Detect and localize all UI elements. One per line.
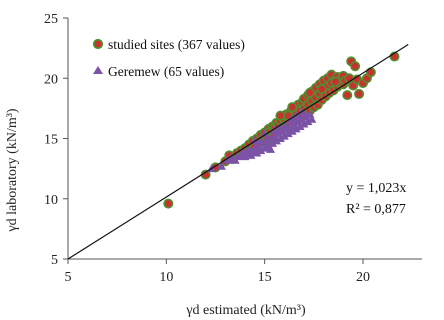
regression-equation: y = 1,023x <box>346 181 406 196</box>
geremew-point <box>256 146 266 155</box>
geremew-point <box>266 144 276 153</box>
geremew-point <box>270 125 279 134</box>
geremew-point <box>287 126 297 135</box>
axis-ticks: 5 10 15 20 5 10 15 20 25 <box>44 12 370 285</box>
legend-marker-geremew <box>93 66 103 74</box>
geremew-point <box>260 143 270 152</box>
x-tick-label: 20 <box>356 270 370 285</box>
y-tick-label: 5 <box>51 253 58 268</box>
geremew-point <box>295 121 305 130</box>
studied-site-point <box>342 90 353 101</box>
studied-site-point <box>287 102 298 113</box>
geremew-point <box>285 115 295 124</box>
geremew-point <box>303 117 313 126</box>
geremew-point <box>222 155 232 164</box>
studied-site-point <box>275 110 286 121</box>
geremew-point <box>275 123 285 132</box>
geremew-point <box>279 131 289 140</box>
y-tick-label: 10 <box>44 193 58 208</box>
x-tick-label: 10 <box>159 270 173 285</box>
y-tick-label: 20 <box>44 72 58 87</box>
x-tick-label: 5 <box>65 270 72 285</box>
data-marks <box>67 44 409 260</box>
regression-line <box>67 44 409 260</box>
geremew-point <box>299 119 309 128</box>
studied-site-point <box>316 84 327 95</box>
legend-label-geremew: Geremew (65 values) <box>108 64 224 79</box>
geremew-point <box>283 129 293 138</box>
geremew-point <box>216 161 226 170</box>
x-axis-label: γd estimated (kN/m³) <box>185 303 306 318</box>
geremew-point <box>256 136 266 145</box>
legend-marker-studied <box>92 38 104 50</box>
y-tick-label: 15 <box>44 133 58 148</box>
geremew-point <box>271 136 281 145</box>
legend: studied sites (367 values) Geremew (65 v… <box>92 37 245 79</box>
y-axis-label: γd laboratory (kN/m³) <box>5 108 20 232</box>
studied-site-point <box>163 198 174 209</box>
geremew-point <box>275 134 285 142</box>
x-tick-label: 15 <box>258 270 272 285</box>
studied-site-point <box>354 88 365 99</box>
studied-site-point <box>330 76 341 87</box>
regression-r-squared: R² = 0,877 <box>346 202 406 217</box>
plot-area <box>67 18 422 260</box>
geremew-point <box>252 148 262 157</box>
geremew-point <box>260 129 270 138</box>
geremew-point <box>307 114 317 123</box>
studied-site-point <box>350 61 361 72</box>
legend-label-studied: studied sites (367 values) <box>108 37 245 52</box>
geremew-point <box>291 124 301 133</box>
geremew-point <box>268 138 278 147</box>
studied-site-point <box>304 87 315 98</box>
regression-annotation: y = 1,023x R² = 0,877 <box>346 181 406 217</box>
y-tick-label: 25 <box>44 12 58 27</box>
